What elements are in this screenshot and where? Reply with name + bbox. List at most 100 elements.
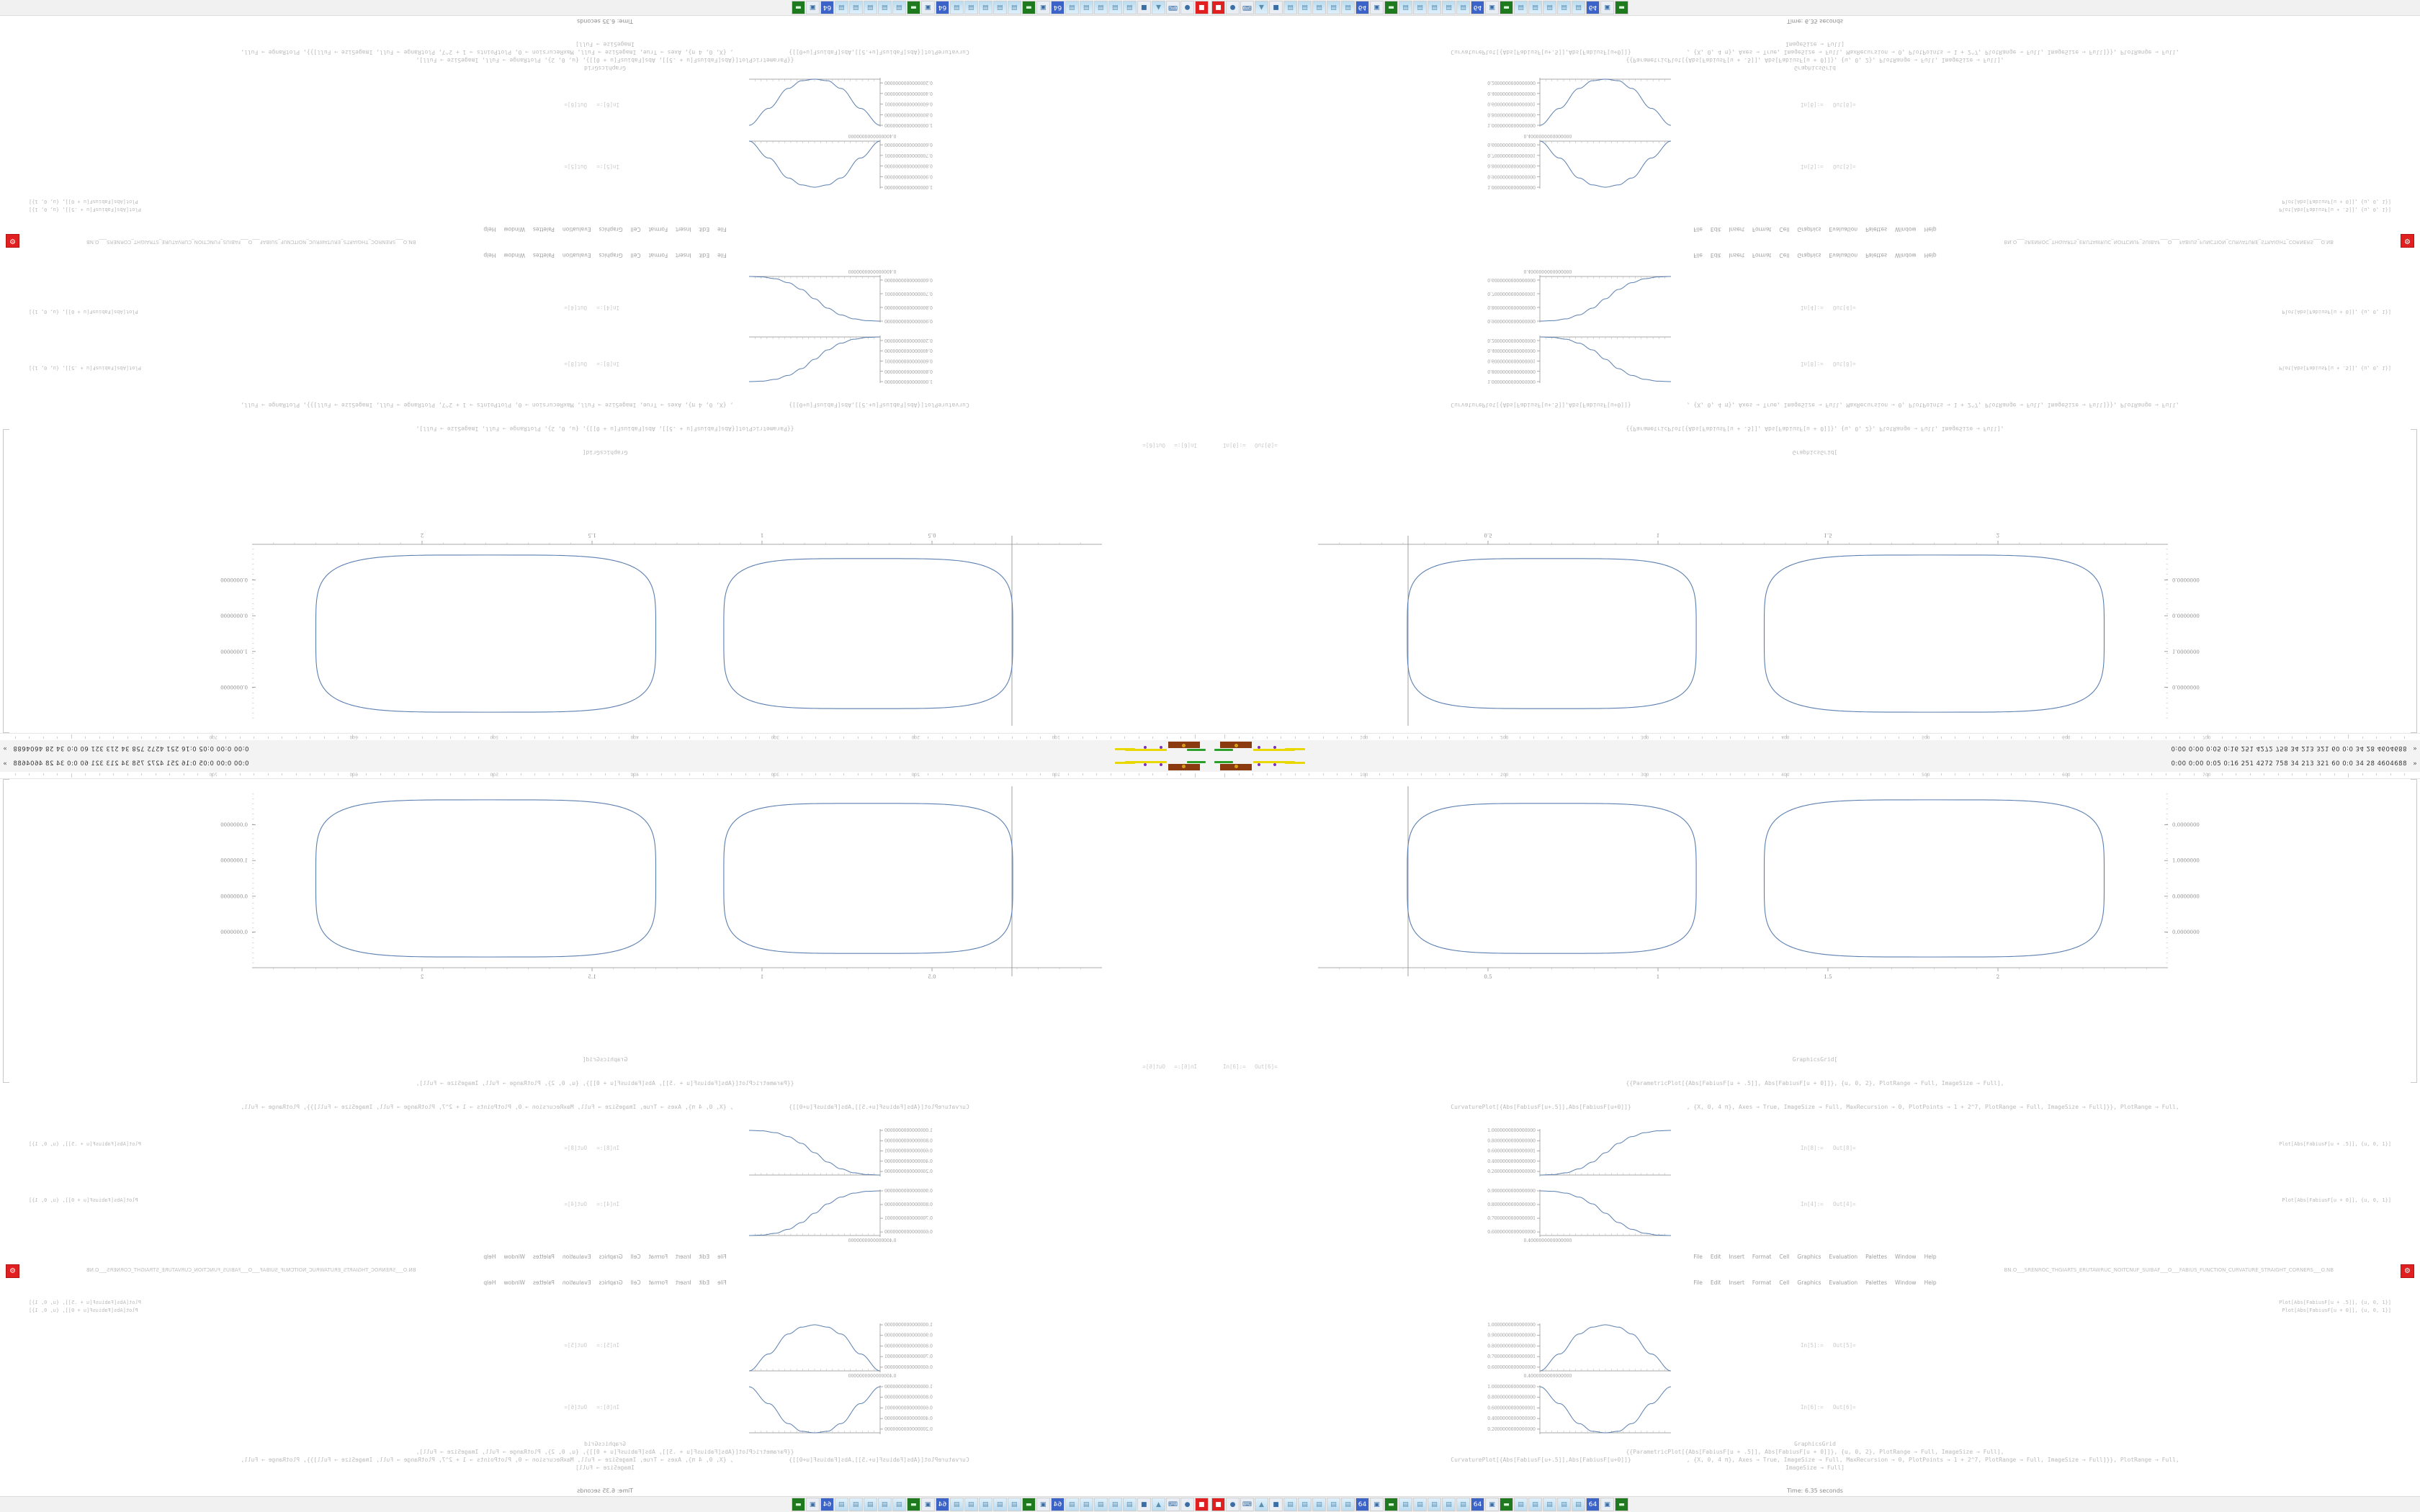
menu-item-cell[interactable]: Cell	[630, 252, 641, 258]
chevron-down-icon[interactable]: »	[2413, 744, 2417, 752]
taskbar-save-disk[interactable]: 64	[820, 1498, 834, 1511]
menu-item-format[interactable]: Format	[648, 252, 668, 258]
folder-icon[interactable]: ▲	[1255, 1498, 1268, 1511]
taskbar-notepad-window[interactable]: ▤	[979, 1498, 992, 1511]
code-line-3b[interactable]: CurvaturePlot[{Abs[FabiusF[u+.5]],Abs[Fa…	[1451, 49, 2179, 55]
parametric-plot-cell[interactable]: 0.5 1 1.5 2 0.0000000 0.0000000 1.0000000 0.000…	[0, 477, 1210, 733]
menu-bar[interactable]: File Edit Insert Format Cell Graphics Evaluati…	[0, 1253, 1210, 1261]
small-plot-b1[interactable]: 1.0000000000000000 0.9000000000000000 0.80…	[1455, 1320, 1685, 1379]
taskbar-notepad-window[interactable]: ▤	[1008, 1498, 1021, 1511]
taskbar-notepad-window[interactable]: ▤	[1094, 1, 1108, 14]
menu-item-insert[interactable]: Insert	[1729, 1254, 1744, 1260]
red-app-icon[interactable]: ■	[1211, 1498, 1225, 1511]
taskbar-notepad-window[interactable]: ▤	[964, 1498, 978, 1511]
code-line-3b[interactable]: CurvaturePlot[{Abs[FabiusF[u+.5]],Abs[Fa…	[241, 1457, 969, 1463]
menu-item-edit[interactable]: Edit	[699, 226, 710, 233]
cell-bracket-upper[interactable]	[2411, 779, 2417, 1083]
taskbar-notepad-window[interactable]: ▤	[1123, 1, 1137, 14]
taskbar-notepad-window[interactable]: ▤	[1442, 1, 1456, 14]
taskbar-monitor[interactable]: ▣	[1036, 1498, 1050, 1511]
taskbar-notepad-window[interactable]: ▤	[1327, 1498, 1340, 1511]
menu-item-insert[interactable]: Insert	[676, 1254, 691, 1260]
taskbar-monitor[interactable]: ▣	[1370, 1, 1384, 14]
parametric-plot-cell[interactable]: 0.5 1 1.5 2 0.0000000 0.0000000 1.0000000 0.000…	[0, 779, 1210, 1035]
gear-icon[interactable]: ⚙	[2401, 1264, 2414, 1278]
taskbar-notepad-window[interactable]: ▤	[835, 1498, 848, 1511]
menu-item-insert[interactable]: Insert	[676, 1279, 691, 1286]
small-plot-b1[interactable]: 1.0000000000000000 0.9000000000000000 0.80…	[1455, 133, 1685, 192]
code-line-4b[interactable]: ImageSize → Full]	[1785, 41, 1845, 48]
small-plot-b2[interactable]: 1.0000000000000000 0.8000000000000000 0.60…	[1455, 72, 1685, 130]
taskbar-calculator[interactable]: ▬	[907, 1, 920, 14]
code-line-3b[interactable]: CurvaturePlot[{Abs[FabiusF[u+.5]],Abs[Fa…	[241, 49, 969, 55]
menu-item-graphics[interactable]: Graphics	[599, 1279, 623, 1286]
code-line-4b[interactable]: ImageSize → Full]	[575, 1464, 635, 1471]
small-plot-code-b2[interactable]: Plot[Abs[FabiusF[u + 0]], {u, 0, 1}]	[2282, 1308, 2391, 1313]
taskbar-notepad-window[interactable]: ▤	[1413, 1498, 1427, 1511]
taskbar-notepad-window[interactable]: ▤	[864, 1, 877, 14]
keyboard-icon[interactable]: ⌨	[1240, 1498, 1254, 1511]
taskbar-notepad-window[interactable]: ▤	[849, 1498, 863, 1511]
taskbar-calculator[interactable]: ▬	[1615, 1, 1628, 14]
menu-item-insert[interactable]: Insert	[1729, 1279, 1744, 1286]
taskbar-monitor[interactable]: ▣	[1485, 1498, 1499, 1511]
menu-bar-secondary[interactable]: File Edit Insert Format Cell Graphics Evaluati…	[0, 1279, 1210, 1287]
taskbar-monitor[interactable]: ▣	[806, 1498, 820, 1511]
purple-app-icon[interactable]: ●	[1180, 1498, 1194, 1511]
menu-item-format[interactable]: Format	[648, 226, 668, 233]
camera-icon[interactable]: ■	[1269, 1, 1283, 14]
menu-item-insert[interactable]: Insert	[676, 252, 691, 258]
taskbar-notepad-window[interactable]: ▤	[1543, 1498, 1556, 1511]
taskbar-notepad-window[interactable]: ▤	[1108, 1, 1122, 14]
small-plot-code-b1[interactable]: Plot[Abs[FabiusF[u + .5]], {u, 0, 1}]	[29, 207, 141, 212]
menu-item-palettes[interactable]: Palettes	[533, 226, 555, 233]
small-plot-a2[interactable]: 0.9000000000000000 0.8000000000000000 0.70…	[735, 1187, 965, 1243]
small-plot-b1[interactable]: 1.0000000000000000 0.9000000000000000 0.80…	[735, 133, 965, 192]
taskbar-notepad-window[interactable]: ▤	[849, 1, 863, 14]
taskbar-save-disk[interactable]: 64	[1586, 1498, 1600, 1511]
taskbar-save-disk[interactable]: 64	[820, 1, 834, 14]
taskbar-notepad-window[interactable]: ▤	[864, 1498, 877, 1511]
taskbar-monitor[interactable]: ▣	[1600, 1, 1614, 14]
taskbar-notepad-window[interactable]: ▤	[878, 1, 892, 14]
menu-item-help[interactable]: Help	[1924, 252, 1937, 258]
small-plot-code-a2[interactable]: Plot[Abs[FabiusF[u + 0]], {u, 0, 1}]	[29, 309, 138, 315]
menu-item-graphics[interactable]: Graphics	[1797, 252, 1821, 258]
small-plot-code-b2[interactable]: Plot[Abs[FabiusF[u + 0]], {u, 0, 1}]	[29, 1308, 138, 1313]
menu-item-file[interactable]: File	[1693, 1254, 1703, 1260]
taskbar-notepad-window[interactable]: ▤	[1514, 1, 1528, 14]
taskbar-calculator[interactable]: ▬	[1500, 1, 1513, 14]
parametric-plot-cell[interactable]: 0.5 1 1.5 2 0.0000000 0.0000000 1.0000000 0.000…	[1210, 477, 2420, 733]
taskbar-notepad-window[interactable]: ▤	[1341, 1, 1355, 14]
menu-item-graphics[interactable]: Graphics	[1797, 226, 1821, 233]
small-plot-code-a2[interactable]: Plot[Abs[FabiusF[u + 0]], {u, 0, 1}]	[29, 1197, 138, 1203]
small-plot-b2[interactable]: 1.0000000000000000 0.8000000000000000 0.60…	[735, 72, 965, 130]
taskbar-notepad-window[interactable]: ▤	[1312, 1498, 1326, 1511]
code-line-4b[interactable]: ImageSize → Full]	[575, 41, 635, 48]
menu-bar[interactable]: File Edit Insert Format Cell Graphics Evaluati…	[0, 251, 1210, 259]
taskbar-notepad-window[interactable]: ▤	[964, 1, 978, 14]
menu-item-help[interactable]: Help	[1924, 1279, 1937, 1286]
menu-item-window[interactable]: Window	[503, 1279, 526, 1286]
menu-item-evaluation[interactable]: Evaluation	[1829, 226, 1858, 233]
purple-app-icon[interactable]: ●	[1180, 1, 1194, 14]
menu-item-cell[interactable]: Cell	[630, 1279, 641, 1286]
camera-icon[interactable]: ■	[1269, 1498, 1283, 1511]
taskbar-monitor[interactable]: ▣	[1036, 1, 1050, 14]
menu-item-evaluation[interactable]: Evaluation	[1829, 1279, 1858, 1286]
parametric-plot-cell[interactable]: 0.5 1 1.5 2 0.0000000 0.0000000 1.0000000 0.000…	[1210, 779, 2420, 1035]
menu-item-palettes[interactable]: Palettes	[1865, 252, 1887, 258]
taskbar-save-disk[interactable]: 64	[1051, 1, 1065, 14]
menu-bar-secondary[interactable]: File Edit Insert Format Cell Graphics Evaluati…	[1210, 1279, 2420, 1287]
menu-item-help[interactable]: Help	[483, 1254, 496, 1260]
small-plot-a1[interactable]: 1.0000000000000000 0.8000000000000000 0.60…	[1455, 1126, 1685, 1182]
menu-item-file[interactable]: File	[1693, 252, 1703, 258]
taskbar-notepad-window[interactable]: ▤	[892, 1498, 906, 1511]
menu-item-help[interactable]: Help	[1924, 1254, 1937, 1260]
menu-item-evaluation[interactable]: Evaluation	[1829, 1254, 1858, 1260]
menu-bar-secondary[interactable]: File Edit Insert Format Cell Graphics Evaluati…	[0, 225, 1210, 233]
menu-item-edit[interactable]: Edit	[699, 1254, 710, 1260]
menu-item-cell[interactable]: Cell	[630, 1254, 641, 1260]
menu-item-window[interactable]: Window	[1894, 1254, 1917, 1260]
menu-item-edit[interactable]: Edit	[699, 252, 710, 258]
